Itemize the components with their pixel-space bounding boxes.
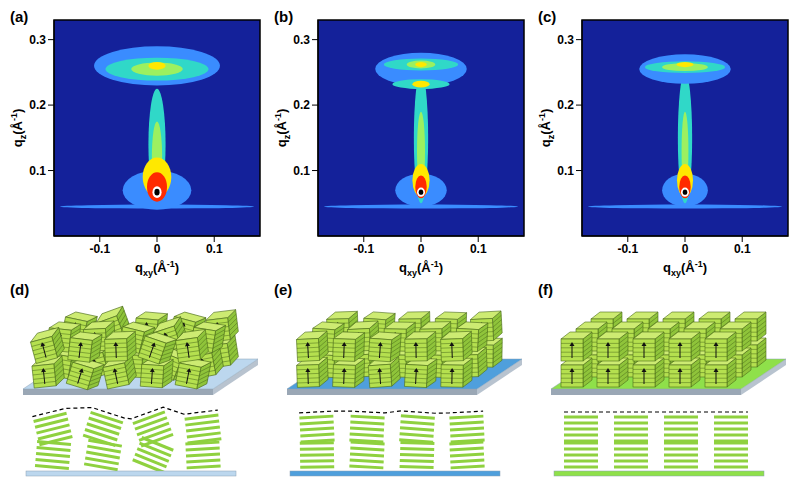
html-text:-1: -1 — [8, 113, 19, 122]
html-text:q: q — [10, 139, 25, 148]
html-text:(c): (c) — [538, 8, 557, 25]
html-text:q: q — [274, 139, 289, 148]
svg-text:0.2: 0.2 — [293, 98, 310, 112]
html-text:(b): (b) — [274, 8, 294, 25]
svg-text:0: 0 — [418, 242, 425, 256]
svg-text:-0.1: -0.1 — [617, 242, 638, 256]
html-text:(Å: (Å — [538, 121, 553, 135]
html-text:(Å: (Å — [274, 121, 289, 135]
html-text:-1: -1 — [272, 113, 283, 122]
html-text:z: z — [545, 134, 556, 140]
svg-text:0.3: 0.3 — [293, 33, 310, 47]
html-text:qxy(Å-1): qxy(Å-1) — [663, 258, 707, 278]
svg-text:0.3: 0.3 — [29, 33, 46, 47]
svg-text:0: 0 — [682, 242, 689, 256]
html-text:(d): (d) — [10, 281, 30, 298]
html-text:z: z — [281, 134, 292, 140]
svg-text:-0.1: -0.1 — [353, 242, 374, 256]
html-text:q: q — [538, 139, 553, 148]
html-text:(e): (e) — [274, 281, 293, 298]
html-text:(a): (a) — [10, 8, 29, 25]
svg-text:0.2: 0.2 — [557, 98, 574, 112]
html-text:qxy(Å-1): qxy(Å-1) — [399, 258, 443, 278]
svg-text:-0.1: -0.1 — [89, 242, 110, 256]
html-text:-1: -1 — [536, 113, 547, 122]
svg-text:0.1: 0.1 — [557, 164, 574, 178]
html-text:(Å: (Å — [10, 121, 25, 135]
html-text:qxy(Å-1): qxy(Å-1) — [135, 258, 179, 278]
html-text:z: z — [17, 134, 28, 140]
svg-text:0.1: 0.1 — [293, 164, 310, 178]
svg-text:0.3: 0.3 — [557, 33, 574, 47]
svg-text:0.1: 0.1 — [470, 242, 487, 256]
svg-text:0.2: 0.2 — [29, 98, 46, 112]
svg-text:0.1: 0.1 — [206, 242, 223, 256]
svg-text:0: 0 — [154, 242, 161, 256]
html-text:(f): (f) — [538, 281, 553, 298]
svg-text:0.1: 0.1 — [29, 164, 46, 178]
svg-text:0.1: 0.1 — [734, 242, 751, 256]
